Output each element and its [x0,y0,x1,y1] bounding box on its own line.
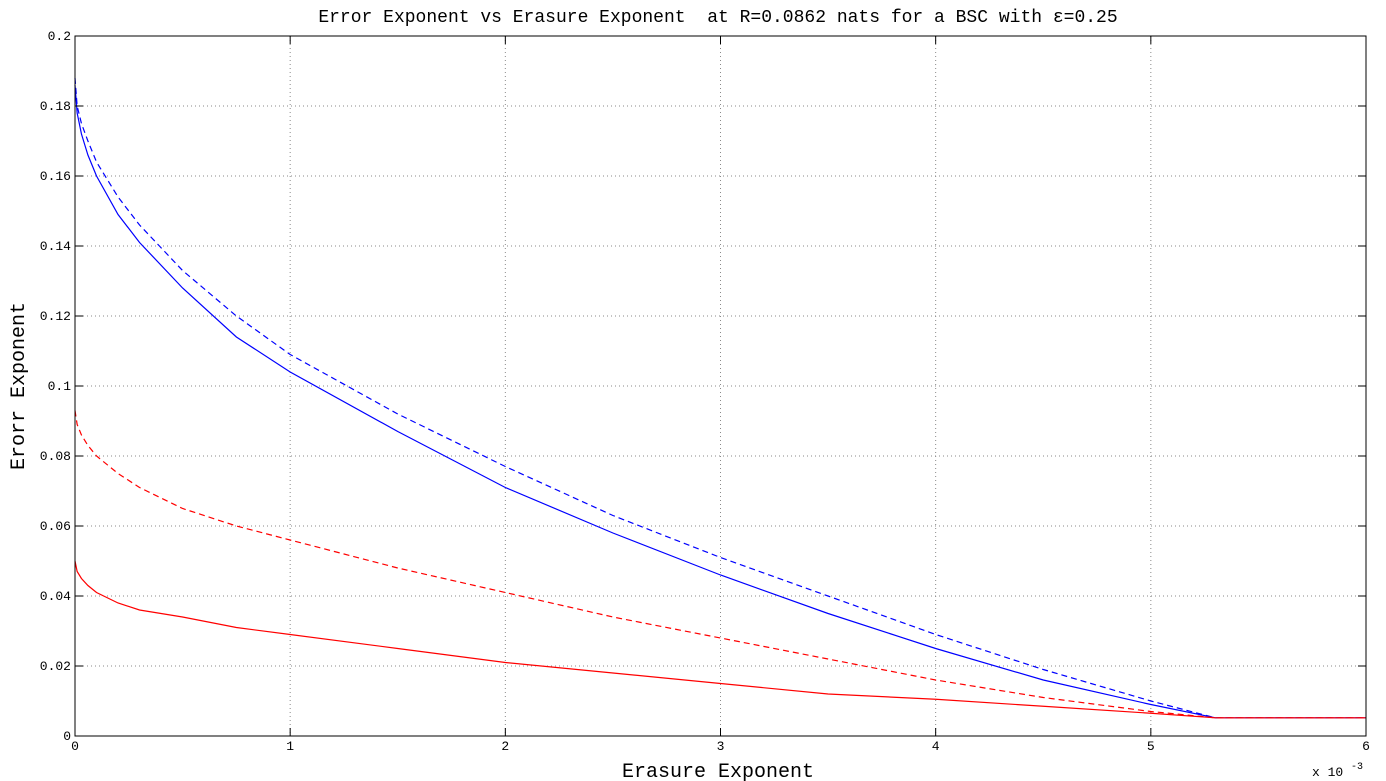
ticks [74,35,1367,737]
x-axis-title: Erasure Exponent [622,761,814,781]
series-line-4 [74,560,1366,719]
y-tick-label: 0.04 [40,589,71,604]
x-multiplier-exponent: -3 [1351,762,1363,773]
y-axis-title: Erorr Exponent [8,302,31,470]
series-line-3 [74,410,1366,719]
y-tick-label: 0.02 [40,659,71,674]
y-tick-label: 0.18 [40,99,71,114]
y-tick-label: 0.1 [48,379,72,394]
x-tick-label: 6 [1362,739,1370,754]
x-tick-label: 0 [71,739,79,754]
chart-title: Error Exponent vs Erasure Exponent at R=… [318,8,1117,28]
x-tick-label: 2 [501,739,509,754]
y-tick-label: 0.14 [40,239,71,254]
y-tick-label: 0.06 [40,519,71,534]
x-multiplier-base: x 10 [1312,765,1343,780]
x-tick-label: 3 [717,739,725,754]
x-tick-label: 1 [286,739,294,754]
x-tick-label: 5 [1147,739,1155,754]
x-tick-labels: 0 1 2 3 4 5 6 [71,739,1370,754]
series-line-1 [74,84,1366,719]
y-tick-labels: 0 0.02 0.04 0.06 0.08 0.1 0.12 0.14 0.16 0.18 0.2 [40,29,71,744]
y-tick-label: 0 [63,729,71,744]
x-tick-label: 4 [932,739,940,754]
y-tick-label: 0.16 [40,169,71,184]
x-multiplier-label: x 10 -3 [1312,762,1363,780]
series-layer [74,77,1366,719]
y-tick-label: 0.12 [40,309,71,324]
y-tick-label: 0.2 [48,29,71,44]
y-tick-label: 0.08 [40,449,71,464]
series-line-2 [74,77,1366,719]
grid [75,36,1366,736]
